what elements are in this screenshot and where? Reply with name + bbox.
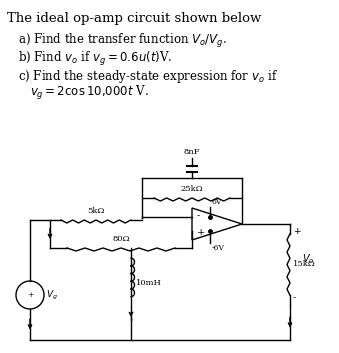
Text: 10mH: 10mH xyxy=(136,279,162,287)
Text: b) Find $v_o$ if $v_g = 0.6u(t)$V.: b) Find $v_o$ if $v_g = 0.6u(t)$V. xyxy=(18,50,173,68)
Text: 15kΩ: 15kΩ xyxy=(293,261,316,269)
Text: $V_g$: $V_g$ xyxy=(46,288,58,301)
Text: 5kΩ: 5kΩ xyxy=(87,207,105,215)
Text: +: + xyxy=(293,227,300,236)
Text: +: + xyxy=(27,291,33,299)
Text: c) Find the steady-state expression for $v_o$ if: c) Find the steady-state expression for … xyxy=(18,68,278,85)
Text: +: + xyxy=(197,228,205,237)
Text: $v_g = 2\cos10{,}000t$ V.: $v_g = 2\cos10{,}000t$ V. xyxy=(30,84,149,102)
Text: 80Ω: 80Ω xyxy=(112,235,130,243)
Text: 8nF: 8nF xyxy=(184,148,200,156)
Text: -: - xyxy=(293,293,296,302)
Text: -6V: -6V xyxy=(212,244,225,252)
Text: The ideal op-amp circuit shown below: The ideal op-amp circuit shown below xyxy=(7,12,261,25)
Text: 6V: 6V xyxy=(212,198,222,206)
Text: -: - xyxy=(197,211,200,220)
Text: 25kΩ: 25kΩ xyxy=(181,185,203,193)
Text: $V_o$: $V_o$ xyxy=(302,253,315,267)
Text: a) Find the transfer function $V_o / V_g$.: a) Find the transfer function $V_o / V_g… xyxy=(18,32,227,50)
